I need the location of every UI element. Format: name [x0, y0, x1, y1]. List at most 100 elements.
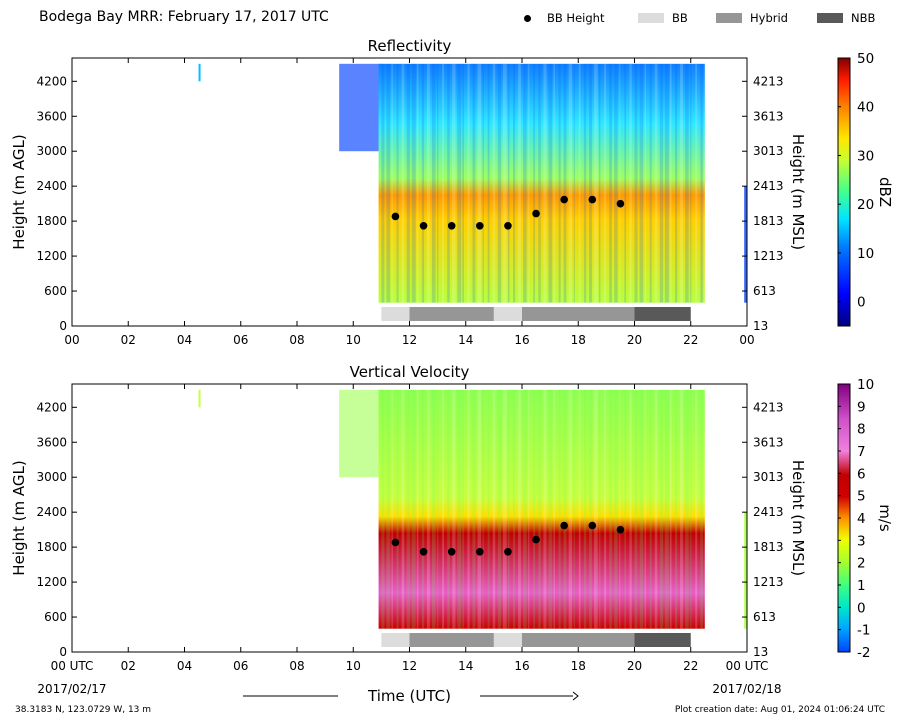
bb-height-point: [616, 199, 625, 208]
x-tick-label: 18: [571, 659, 586, 673]
echo-streak: [386, 389, 391, 629]
x-tick-label: 16: [514, 659, 529, 673]
echo-streak: [447, 63, 450, 303]
echo-streak: [619, 63, 621, 303]
isolated-echo: [198, 63, 201, 82]
echo-streak: [391, 389, 393, 629]
x-tick-label: 04: [177, 659, 192, 673]
echo-streak: [664, 63, 669, 303]
x-tick-label: 14: [458, 659, 473, 673]
echo-streak: [568, 63, 573, 303]
echo-streak: [507, 63, 510, 303]
legend-item-nbb: NBB: [817, 11, 875, 25]
echo-streak: [518, 63, 521, 303]
start-date-label: 2017/02/17: [37, 682, 106, 696]
echo-streak: [487, 389, 490, 629]
echo-streak: [406, 389, 410, 629]
echo-streak: [492, 389, 496, 629]
colorbar-tick-label: 10: [857, 377, 874, 393]
echo-streak: [497, 63, 501, 303]
echo-streak: [578, 63, 581, 303]
legend-label: BB: [672, 11, 688, 25]
echo-streak: [548, 389, 553, 629]
echo-streak: [437, 63, 439, 303]
y-axis-label: Height (m AGL): [10, 460, 28, 575]
echo-streak: [482, 63, 484, 303]
y-tick-label: 600: [44, 284, 67, 298]
legend-item-bb: BB: [638, 11, 688, 25]
bb-height-point: [391, 212, 400, 221]
echo-streak: [477, 389, 482, 629]
echo-streak: [411, 389, 416, 629]
colorbar-tick-label: 5: [857, 489, 866, 505]
bb-height-point: [476, 547, 484, 556]
echo-streak: [599, 389, 601, 629]
bb-height-point: [447, 221, 456, 230]
y2-axis-label: Height (m MSL): [789, 134, 807, 250]
echo-streak: [675, 63, 678, 303]
x-tick-label: 22: [683, 659, 698, 673]
echo-streak: [675, 389, 678, 629]
echo-streak: [558, 63, 561, 303]
echo-streak: [528, 63, 530, 303]
echo-streak: [452, 389, 456, 629]
echo-streak: [462, 63, 464, 303]
y-tick-label: 3600: [36, 109, 67, 123]
x-tick-label: 04: [177, 333, 192, 347]
x-tick-label: 08: [289, 659, 304, 673]
echo-streak: [634, 63, 638, 303]
y-axis-label: Height (m AGL): [10, 134, 28, 249]
echo-streak: [553, 389, 555, 629]
y2-tick-label: 3013: [753, 144, 784, 158]
bb-swatch-icon: [638, 13, 664, 23]
y-tick-label: 600: [44, 610, 67, 624]
colorbar: [837, 57, 851, 327]
y2-tick-label: 1213: [753, 249, 784, 263]
echo-streak: [639, 389, 644, 629]
x-tick-label: 20: [627, 659, 642, 673]
echo-streak: [639, 63, 644, 303]
echo-streak: [432, 389, 436, 629]
colorbar-label: m/s: [876, 504, 894, 532]
main-echo: [378, 63, 705, 303]
y-tick-label: 2400: [36, 179, 67, 193]
end-date-label: 2017/02/18: [712, 682, 781, 696]
colorbar-tick-label: 0: [857, 600, 866, 616]
legend-label: BB Height: [547, 11, 605, 25]
echo-streak: [507, 389, 510, 629]
x-tick-label: 00: [739, 333, 754, 347]
echo-streak: [654, 389, 658, 629]
colorbar-tick-label: 40: [857, 100, 874, 116]
echo-streak: [502, 63, 507, 303]
colorbar-label: dBZ: [876, 177, 894, 207]
echo-streak: [426, 389, 430, 629]
echo-streak: [467, 63, 470, 303]
echo-streak: [659, 389, 664, 629]
x-tick-label: 06: [233, 659, 248, 673]
plot-creation-date: Plot creation date: Aug 01, 2024 01:06:2…: [674, 705, 885, 715]
bb-height-point: [532, 209, 540, 218]
x-axis-label: Time (UTC): [367, 687, 451, 705]
y-tick-label: 4200: [36, 400, 67, 414]
echo-streak: [578, 389, 581, 629]
y-tick-label: 3000: [36, 470, 67, 484]
y-tick-label: 1800: [36, 540, 67, 554]
echo-streak: [432, 63, 436, 303]
colorbar-tick-label: 8: [857, 422, 866, 438]
x-tick-label: 00: [64, 333, 79, 347]
y2-tick-label: 3613: [753, 435, 784, 449]
echo-streak: [401, 389, 405, 629]
x-tick-label: 22: [683, 333, 698, 347]
echo-streak: [482, 389, 484, 629]
echo-streak: [624, 389, 627, 629]
echo-streak: [609, 63, 612, 303]
echo-streak: [563, 389, 567, 629]
echo-streak: [583, 389, 587, 629]
y2-tick-label: 1813: [753, 540, 784, 554]
echo-streak: [543, 63, 547, 303]
colorbar-tick-label: 9: [857, 399, 866, 415]
echo-streak: [629, 389, 632, 629]
echo-streak: [553, 63, 555, 303]
echo-streak: [644, 63, 646, 303]
